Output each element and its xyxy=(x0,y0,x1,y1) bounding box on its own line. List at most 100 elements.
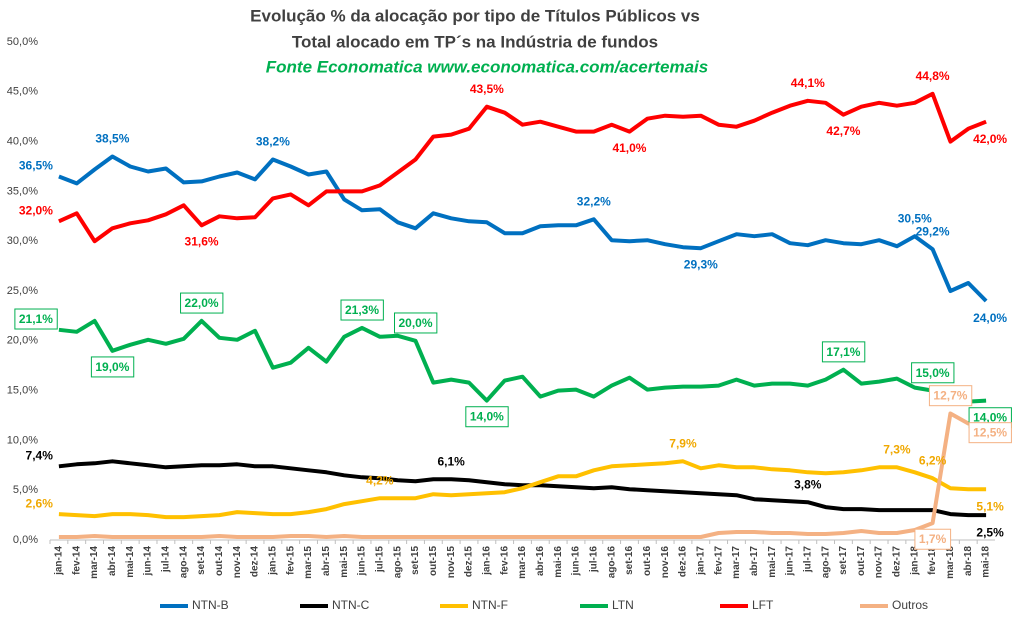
x-tick-label: fev-14 xyxy=(71,546,82,575)
data-label-group: 41,0% xyxy=(612,141,646,155)
x-tick-label: out-14 xyxy=(214,546,225,576)
x-tick-label: jun-14 xyxy=(143,546,154,577)
data-label: 29,3% xyxy=(684,257,718,271)
y-tick-label: 5,0% xyxy=(13,484,38,496)
x-tick-label: mar-17 xyxy=(731,546,742,579)
x-tick-label: jun-17 xyxy=(785,546,796,577)
data-label: 2,5% xyxy=(976,525,1004,539)
x-tick-label: out-16 xyxy=(642,546,653,576)
data-label-box xyxy=(465,406,509,428)
y-tick-label: 25,0% xyxy=(7,285,38,297)
legend-label: NTN-F xyxy=(472,598,508,612)
x-tick-label: mar-16 xyxy=(517,546,528,579)
data-label: 32,2% xyxy=(577,194,611,208)
x-tick-label: dez-15 xyxy=(464,546,475,578)
data-label-group: 24,0% xyxy=(973,311,1007,325)
data-label-group: 44,8% xyxy=(916,69,950,83)
y-tick-label: 45,0% xyxy=(7,86,38,98)
x-tick-label: fev-18 xyxy=(927,546,938,575)
data-label-group: 14,0% xyxy=(465,406,509,428)
data-label-group: 6,2% xyxy=(919,453,947,467)
data-label-box xyxy=(90,356,135,378)
x-tick-label: mar-14 xyxy=(89,546,100,579)
data-label-box xyxy=(340,299,384,321)
x-tick-label: out-15 xyxy=(428,546,439,576)
x-tick-label: fev-16 xyxy=(499,546,510,575)
data-label-group: 2,5% xyxy=(976,525,1004,539)
x-tick-label: mai-14 xyxy=(125,546,136,578)
x-tick-label: jun-16 xyxy=(571,546,582,577)
data-label-group: 38,5% xyxy=(95,132,129,146)
data-label: 41,0% xyxy=(612,141,646,155)
data-label: 7,4% xyxy=(26,448,54,462)
x-tick-label: set-15 xyxy=(410,546,421,575)
x-tick-label: dez-17 xyxy=(892,546,903,578)
x-tick-label: jul-17 xyxy=(802,546,813,574)
data-label: 30,5% xyxy=(898,211,932,225)
x-tick-label: mai-17 xyxy=(767,546,778,578)
x-tick-label: ago-17 xyxy=(820,546,831,579)
data-label: 19,0% xyxy=(95,360,129,374)
data-label-group: 32,2% xyxy=(577,194,611,208)
x-tick-label: jun-15 xyxy=(357,546,368,577)
data-label-group: 5,1% xyxy=(976,499,1004,513)
chart-title: Total alocado em TP´s na Indústria de fu… xyxy=(292,32,658,51)
x-tick-label: abr-18 xyxy=(963,546,974,576)
data-label-box xyxy=(911,362,955,384)
y-tick-label: 20,0% xyxy=(7,335,38,347)
data-label-box xyxy=(914,528,952,550)
data-label: 12,7% xyxy=(933,389,967,403)
data-label-group: 29,2% xyxy=(916,224,950,238)
y-tick-label: 15,0% xyxy=(7,385,38,397)
data-label-box xyxy=(821,341,866,363)
data-label: 7,3% xyxy=(883,442,911,456)
data-label-group: 42,0% xyxy=(973,132,1007,146)
series-line xyxy=(58,459,987,518)
data-label: 3,8% xyxy=(794,477,822,491)
data-label: 15,0% xyxy=(916,366,950,380)
data-label-group: 42,7% xyxy=(826,124,860,138)
data-label-group: 3,8% xyxy=(794,477,822,491)
legend-label: LTN xyxy=(612,598,634,612)
y-tick-label: 30,0% xyxy=(7,235,38,247)
x-tick-label: jan-18 xyxy=(909,546,920,576)
series-line xyxy=(58,318,987,404)
data-label: 22,0% xyxy=(185,296,219,310)
x-tick-label: fev-15 xyxy=(285,546,296,575)
legend-label: LFT xyxy=(752,598,774,612)
x-tick-label: nov-16 xyxy=(660,546,671,579)
data-label-group: 4,2% xyxy=(366,473,394,487)
x-tick-label: abr-17 xyxy=(749,546,760,576)
y-tick-label: 50,0% xyxy=(7,36,38,48)
data-label: 6,2% xyxy=(919,453,947,467)
x-tick-label: ago-15 xyxy=(392,546,403,579)
legend-label: NTN-B xyxy=(192,598,229,612)
x-tick-label: jan-15 xyxy=(268,546,279,576)
y-tick-label: 0,0% xyxy=(13,534,38,546)
x-tick-label: jan-16 xyxy=(481,546,492,576)
data-label: 32,0% xyxy=(19,203,53,217)
data-label: 31,6% xyxy=(185,234,219,248)
series-line xyxy=(58,154,988,303)
data-label: 21,1% xyxy=(19,312,53,326)
data-label-group: 7,9% xyxy=(669,436,697,450)
data-label: 44,8% xyxy=(916,69,950,83)
x-tick-label: abr-14 xyxy=(107,546,118,576)
data-label-group: 2,6% xyxy=(26,496,54,510)
x-tick-label: set-16 xyxy=(624,546,635,575)
data-label-group: 20,0% xyxy=(394,312,438,334)
data-label: 17,1% xyxy=(826,345,860,359)
x-tick-label: ago-16 xyxy=(606,546,617,579)
data-label: 42,0% xyxy=(973,132,1007,146)
data-label-group: 29,3% xyxy=(684,257,718,271)
data-label-group: 21,3% xyxy=(340,299,384,321)
x-tick-label: set-17 xyxy=(838,546,849,575)
data-label: 12,5% xyxy=(973,426,1007,440)
data-label-group: 7,3% xyxy=(883,442,911,456)
legend-label: NTN-C xyxy=(332,598,370,612)
data-label-group: 12,5% xyxy=(968,422,1012,444)
data-label-box xyxy=(968,422,1012,444)
data-label-group: 15,0% xyxy=(911,362,955,384)
